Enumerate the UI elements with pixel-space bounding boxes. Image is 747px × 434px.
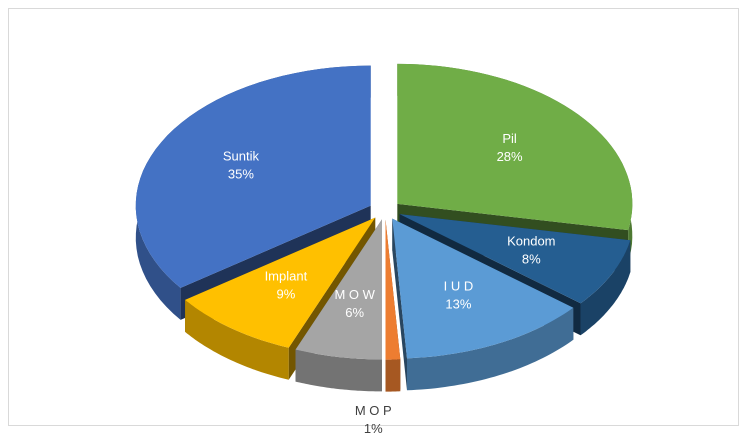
slice — [385, 219, 401, 392]
slice-side — [185, 299, 289, 380]
data-label-value: 9% — [276, 287, 295, 302]
slice-side — [580, 240, 631, 336]
slice-top — [135, 65, 371, 288]
slice-top — [295, 219, 382, 360]
data-label-value: 35% — [228, 167, 254, 182]
data-label-name: I U D — [444, 278, 474, 293]
data-label-value: 13% — [445, 296, 471, 311]
data-label-value: 8% — [522, 251, 541, 266]
slice-top — [185, 217, 376, 348]
slice-top — [397, 63, 633, 231]
slice-side — [295, 349, 382, 392]
slice-side — [407, 307, 574, 391]
data-label-value: 28% — [497, 149, 523, 164]
slice — [392, 218, 574, 391]
data-label-name: M O W — [334, 287, 375, 302]
data-label-name: M O P — [355, 403, 392, 418]
slice-top — [392, 218, 574, 359]
data-label-name: Kondom — [507, 233, 555, 248]
slice-top — [399, 214, 631, 304]
data-label-value: 6% — [345, 305, 364, 320]
slice-side — [385, 359, 401, 392]
slice-wall — [392, 218, 407, 391]
data-label-name: Suntik — [223, 149, 260, 164]
data-label-name: Implant — [265, 269, 308, 284]
data-label-name: Pil — [502, 131, 517, 146]
slice-top — [385, 219, 401, 360]
data-label-value: 1% — [364, 421, 383, 434]
slice — [295, 219, 382, 392]
